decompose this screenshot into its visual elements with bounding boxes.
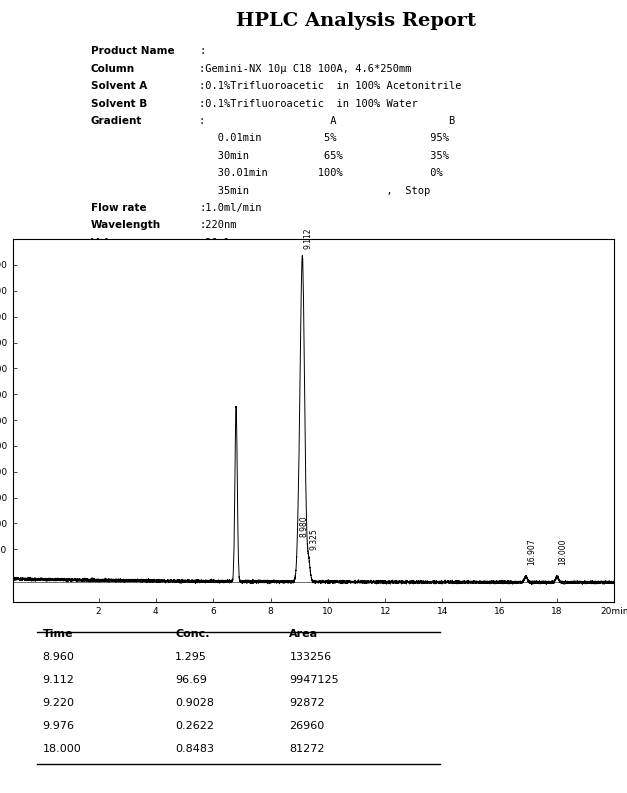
Text: :0.1%Trifluoroacetic  in 100% Water: :0.1%Trifluoroacetic in 100% Water	[199, 98, 418, 109]
Text: Time: Time	[43, 629, 73, 639]
Text: :220nm: :220nm	[199, 220, 236, 231]
Text: 9.325: 9.325	[310, 529, 319, 550]
Text: 92872: 92872	[290, 698, 325, 708]
Text: Conc.: Conc.	[175, 629, 209, 639]
Text: Flow rate: Flow rate	[91, 203, 147, 213]
Text: 8.980: 8.980	[300, 515, 308, 537]
Text: :0.1%Trifluoroacetic  in 100% Acetonitrile: :0.1%Trifluoroacetic in 100% Acetonitril…	[199, 81, 461, 91]
Text: 0.01min          5%               95%: 0.01min 5% 95%	[199, 133, 449, 144]
Text: 0.9028: 0.9028	[175, 698, 214, 708]
Text: :                    A                  B: : A B	[199, 116, 455, 126]
Text: :20ul: :20ul	[199, 238, 230, 247]
Text: 30.01min        100%              0%: 30.01min 100% 0%	[199, 168, 443, 178]
Text: -100: -100	[0, 596, 1, 606]
Text: :Gemini-NX 10μ C18 100A, 4.6*250mm: :Gemini-NX 10μ C18 100A, 4.6*250mm	[199, 63, 412, 74]
Text: 35min                      ,  Stop: 35min , Stop	[199, 186, 430, 196]
Text: 8.960: 8.960	[43, 652, 75, 662]
Text: 18.000: 18.000	[43, 744, 82, 754]
Text: HPLC Analysis Report: HPLC Analysis Report	[236, 13, 476, 30]
Text: Wavelength: Wavelength	[91, 220, 161, 231]
Text: 96.69: 96.69	[175, 675, 207, 685]
Text: 9947125: 9947125	[290, 675, 339, 685]
Text: Volume: Volume	[91, 238, 134, 247]
Text: Solvent A: Solvent A	[91, 81, 147, 91]
Text: Column: Column	[91, 63, 135, 74]
Text: :1.0ml/min: :1.0ml/min	[199, 203, 261, 213]
Text: 18.000: 18.000	[558, 539, 567, 565]
Text: 26960: 26960	[290, 721, 325, 731]
Text: 81272: 81272	[290, 744, 325, 754]
Text: Gradient: Gradient	[91, 116, 142, 126]
Text: 9.976: 9.976	[43, 721, 75, 731]
Text: 16.907: 16.907	[527, 538, 536, 565]
Text: 9.112: 9.112	[43, 675, 75, 685]
Text: 9.112: 9.112	[303, 228, 312, 249]
Text: 0.8483: 0.8483	[175, 744, 214, 754]
Text: :: :	[199, 46, 206, 56]
Text: Product Name: Product Name	[91, 46, 174, 56]
Text: Area: Area	[290, 629, 319, 639]
Text: 9.220: 9.220	[43, 698, 75, 708]
Text: 30min            65%              35%: 30min 65% 35%	[199, 151, 449, 161]
Text: 0.2622: 0.2622	[175, 721, 214, 731]
Text: 1.295: 1.295	[175, 652, 207, 662]
Text: 133256: 133256	[290, 652, 332, 662]
Text: Solvent B: Solvent B	[91, 98, 147, 109]
